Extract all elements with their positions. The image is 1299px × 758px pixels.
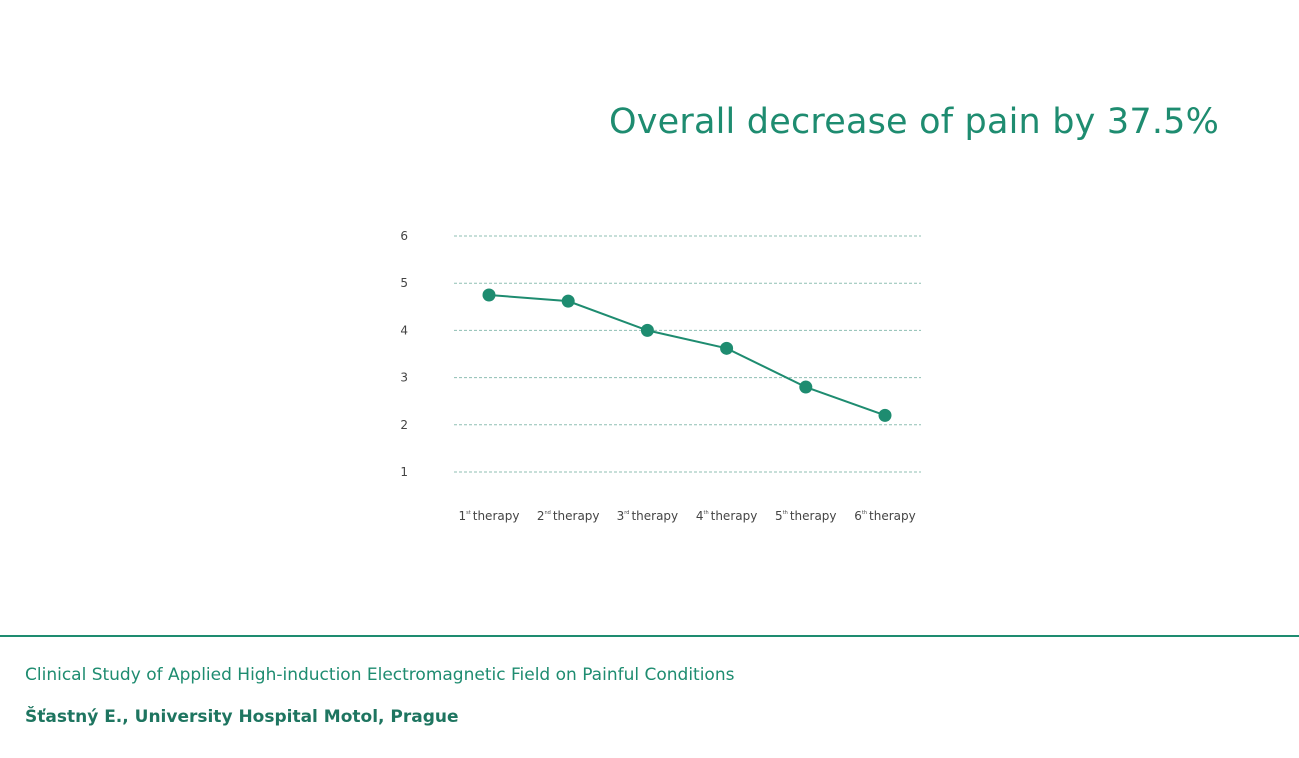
x-tick-ordinal: th: [783, 510, 788, 516]
x-tick-number: 6: [854, 509, 862, 523]
x-tick-ordinal: th: [703, 510, 708, 516]
y-tick-label: 4: [400, 323, 408, 337]
x-tick-word: therapy: [790, 509, 837, 523]
x-tick-word: therapy: [711, 509, 758, 523]
data-point-6: [878, 408, 892, 422]
x-tick-number: 4: [696, 509, 704, 523]
x-axis-ticks: 1st therapy 2nd therapy 3rd therapy 4th therapy…: [459, 509, 916, 523]
x-tick-number: 2: [537, 509, 545, 523]
x-tick-label: 4th therapy: [696, 509, 757, 523]
data-point-5: [799, 380, 813, 394]
y-tick-label: 3: [400, 371, 408, 385]
data-point-4: [720, 341, 734, 355]
x-tick-ordinal: st: [466, 510, 471, 516]
x-tick-word: therapy: [869, 509, 916, 523]
x-tick-label: 1st therapy: [459, 509, 520, 523]
x-tick-ordinal: nd: [544, 510, 550, 516]
y-tick-label: 5: [400, 276, 408, 290]
y-axis-ticks: 1 2 3 4 5 6: [400, 229, 408, 479]
data-point-3: [640, 323, 654, 337]
data-point-2: [561, 294, 575, 308]
series-line-layer: [488, 294, 886, 417]
x-tick-label: 6th therapy: [854, 509, 915, 523]
y-tick-label: 2: [400, 418, 408, 432]
study-author: Šťastný E., University Hospital Motol, P…: [25, 707, 459, 727]
grid-lines: [454, 235, 921, 473]
data-point-1: [482, 288, 496, 302]
x-tick-word: therapy: [631, 509, 678, 523]
x-tick-word: therapy: [553, 509, 600, 523]
study-title: Clinical Study of Applied High-induction…: [25, 665, 735, 685]
series-points: [482, 288, 892, 422]
x-tick-ordinal: th: [862, 510, 867, 516]
x-tick-number: 3: [617, 509, 625, 523]
x-tick-label: 5th therapy: [775, 509, 836, 523]
y-tick-label: 1: [400, 465, 408, 479]
page-title: Overall decrease of pain by 37.5%: [609, 102, 1220, 142]
x-tick-number: 5: [775, 509, 783, 523]
x-tick-label: 2nd therapy: [537, 509, 600, 523]
footer-divider: [0, 635, 1299, 637]
x-tick-number: 1: [459, 509, 467, 523]
series-line: [488, 294, 886, 417]
x-tick-word: therapy: [473, 509, 520, 523]
y-tick-label: 6: [400, 229, 408, 243]
x-tick-label: 3rd therapy: [617, 509, 679, 523]
x-tick-ordinal: rd: [624, 510, 629, 516]
